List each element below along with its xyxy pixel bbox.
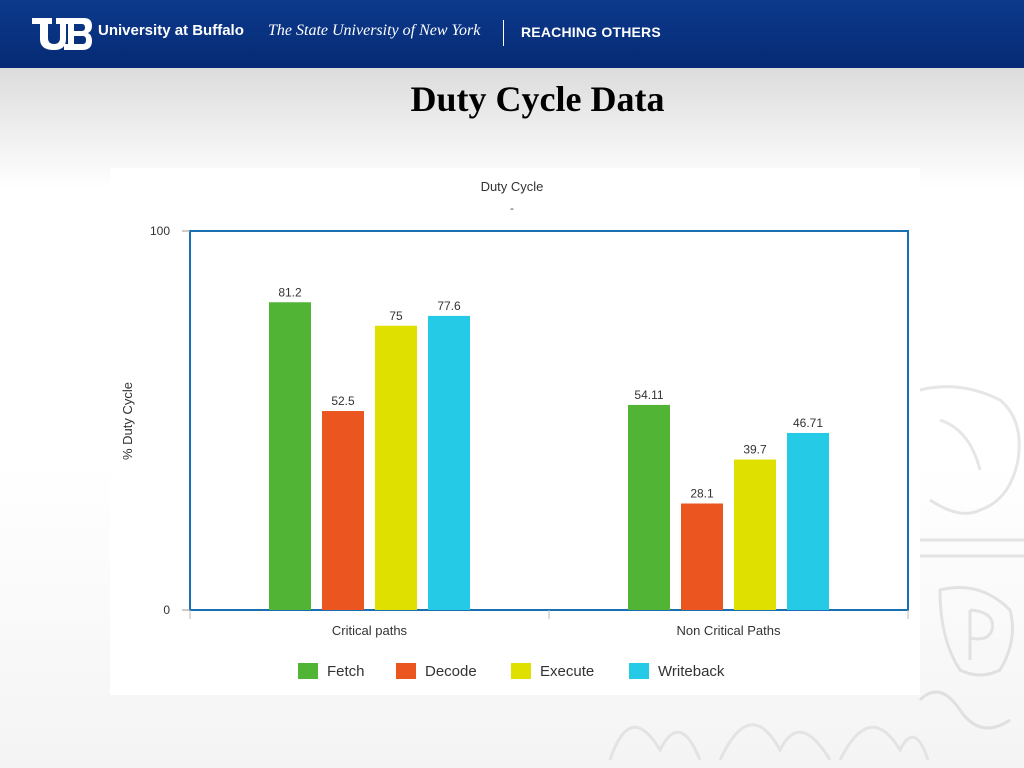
- legend-swatch-decode: [396, 663, 416, 679]
- y-tick-label: 0: [163, 603, 170, 617]
- legend: Fetch Decode Execute Writeback: [298, 663, 725, 680]
- y-axis-label: % Duty Cycle: [120, 382, 135, 460]
- x-tick-label: Critical paths: [332, 623, 408, 638]
- legend-label: Execute: [540, 663, 594, 680]
- bar-data-label: 54.11: [634, 388, 663, 402]
- bar-data-label: 52.5: [331, 394, 355, 408]
- y-tick-label: 100: [150, 224, 170, 238]
- chart-subtitle: -: [510, 203, 514, 215]
- bar-execute-0: [375, 325, 417, 610]
- bar-data-label: 77.6: [437, 299, 461, 313]
- x-tick-label: Non Critical Paths: [676, 623, 781, 638]
- header-divider: [503, 20, 504, 46]
- plot-area: 100 0 81.2 52.5 75 77.6 Critical paths 54.11 28.…: [150, 224, 909, 638]
- bar-decode-0: [322, 411, 364, 610]
- legend-swatch-execute: [511, 663, 531, 679]
- legend-swatch-writeback: [629, 663, 649, 679]
- slide-title: Duty Cycle Data: [410, 79, 665, 119]
- bar-writeback-0: [428, 315, 470, 610]
- legend-label: Writeback: [658, 663, 725, 680]
- bar-data-label: 81.2: [278, 285, 302, 299]
- chart-panel: Duty Cycle - % Duty Cycle 100 0 81.2 52.5 75…: [110, 168, 920, 695]
- duty-cycle-chart: Duty Cycle - % Duty Cycle 100 0 81.2 52.5 75…: [120, 179, 909, 680]
- seal-foliage-watermark-icon: [608, 723, 930, 761]
- bar-decode-1: [681, 503, 723, 610]
- legend-swatch-fetch: [298, 663, 318, 679]
- bar-fetch-0: [269, 302, 311, 610]
- bar-data-label: 75: [389, 309, 403, 323]
- university-name: University at Buffalo: [98, 22, 244, 39]
- bar-execute-1: [734, 459, 776, 610]
- bar-data-label: 46.71: [793, 416, 823, 430]
- bar-data-label: 28.1: [690, 487, 714, 501]
- legend-label: Fetch: [327, 663, 365, 680]
- bar-fetch-1: [628, 404, 670, 610]
- ub-logo-icon: [32, 18, 92, 50]
- bar-writeback-1: [787, 432, 829, 610]
- bar-data-label: 39.7: [743, 443, 767, 457]
- suny-name: The State University of New York: [268, 22, 481, 39]
- tagline: REACHING OTHERS: [521, 24, 661, 40]
- legend-label: Decode: [425, 663, 477, 680]
- header-banner: University at Buffalo The State Universi…: [0, 0, 1024, 68]
- chart-title: Duty Cycle: [481, 179, 544, 194]
- bison-seal-watermark-icon: [910, 385, 1024, 730]
